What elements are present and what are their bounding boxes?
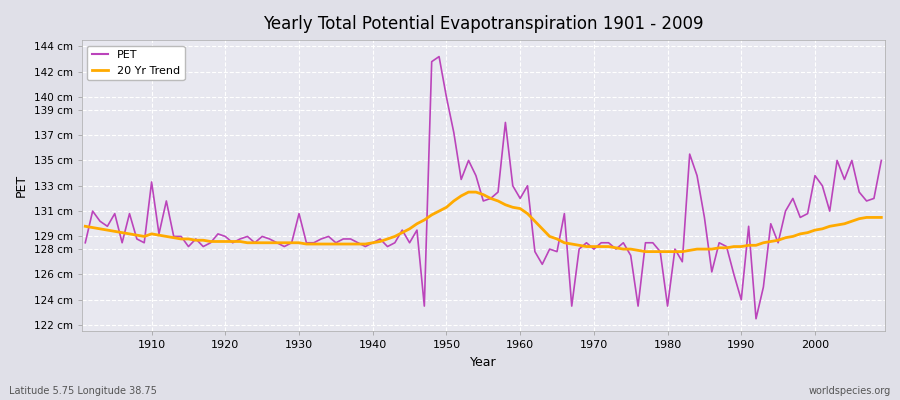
X-axis label: Year: Year [470,356,497,369]
Legend: PET, 20 Yr Trend: PET, 20 Yr Trend [87,46,184,80]
Text: worldspecies.org: worldspecies.org [809,386,891,396]
Text: Latitude 5.75 Longitude 38.75: Latitude 5.75 Longitude 38.75 [9,386,157,396]
Y-axis label: PET: PET [15,174,28,197]
Title: Yearly Total Potential Evapotranspiration 1901 - 2009: Yearly Total Potential Evapotranspiratio… [263,15,704,33]
